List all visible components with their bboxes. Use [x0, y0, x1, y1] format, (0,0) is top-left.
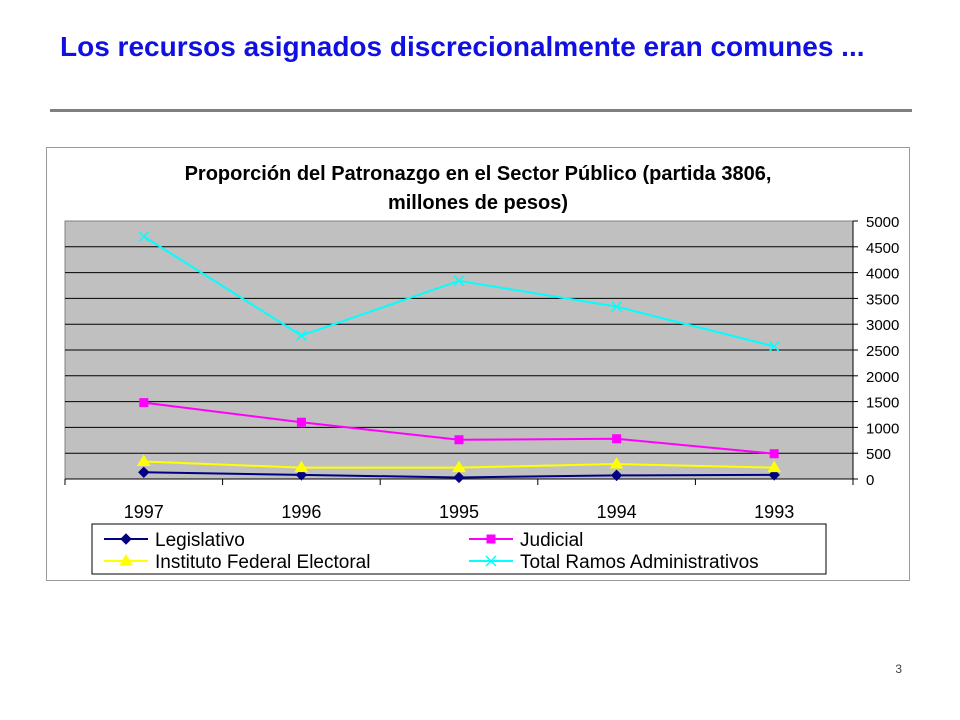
y-tick-label: 4000: [866, 266, 899, 283]
data-point: [454, 435, 464, 445]
legend: [91, 523, 827, 575]
y-tick-label: 1000: [866, 420, 899, 437]
slide-title: Los recursos asignados discrecionalmente…: [60, 31, 865, 62]
x-tick-label: 1997: [124, 502, 164, 522]
y-tick-label: 3500: [866, 291, 899, 308]
data-point: [611, 301, 623, 313]
chart-frame: Proporción del Patronazgo en el Sector P…: [46, 147, 910, 581]
data-point: [139, 398, 149, 408]
legend-marker: [486, 534, 496, 544]
legend-label: Judicial: [520, 530, 583, 551]
legend-marker: [120, 533, 132, 545]
y-tick-label: 5000: [866, 214, 899, 231]
data-point: [453, 275, 465, 287]
data-point: [452, 460, 466, 473]
data-point: [769, 449, 779, 459]
x-tick-label: 1994: [597, 502, 637, 522]
data-point: [295, 330, 307, 342]
legend-label: Instituto Federal Electoral: [155, 552, 370, 573]
x-tick-label: 1993: [754, 502, 794, 522]
chart-title-line: Proporción del Patronazgo en el Sector P…: [185, 163, 772, 185]
data-point: [610, 469, 623, 482]
y-tick-label: 0: [866, 472, 874, 489]
data-point: [768, 469, 780, 481]
line-chart: Proporción del Patronazgo en el Sector P…: [64, 163, 899, 575]
data-point: [295, 469, 308, 481]
data-point: [453, 471, 465, 484]
data-point: [136, 454, 151, 466]
data-point: [296, 417, 306, 427]
data-point: [767, 460, 782, 473]
x-tick-label: 1996: [281, 502, 321, 522]
page-number: 3: [895, 662, 902, 676]
data-point: [138, 230, 150, 243]
y-tick-label: 1500: [866, 395, 899, 412]
legend-marker: [119, 554, 133, 566]
y-tick-label: 2000: [866, 369, 899, 386]
chart-title-line: millones de pesos): [388, 192, 568, 214]
y-tick-label: 2500: [866, 343, 899, 360]
legend-marker: [485, 555, 497, 567]
data-point: [294, 460, 309, 473]
legend-label: Total Ramos Administrativos: [520, 552, 759, 573]
y-tick-label: 3000: [866, 317, 899, 334]
data-point: [612, 434, 622, 444]
data-point: [138, 466, 150, 478]
legend-label: Legislativo: [155, 530, 245, 551]
title-divider: [50, 109, 912, 112]
data-point: [768, 340, 780, 352]
x-tick-label: 1995: [439, 502, 479, 522]
y-tick-label: 4500: [866, 240, 899, 257]
data-point: [609, 457, 624, 469]
y-tick-label: 500: [866, 446, 891, 463]
